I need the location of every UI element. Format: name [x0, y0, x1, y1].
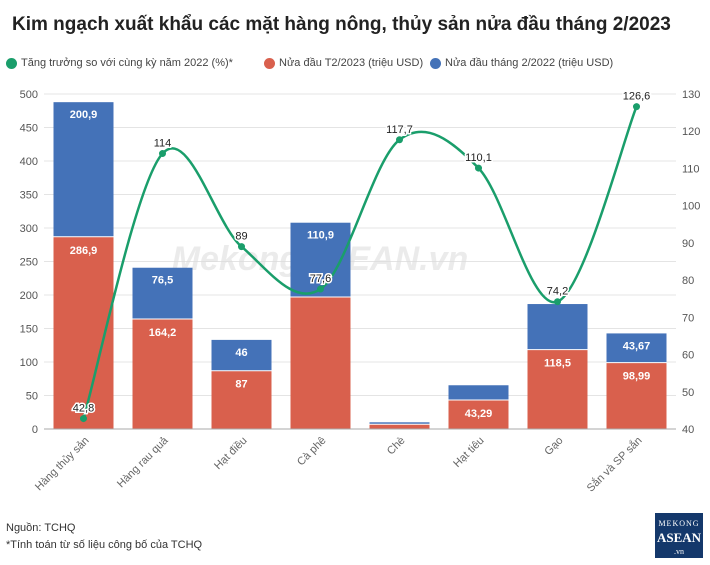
legend-item-2023[interactable]: Nửa đầu T2/2023 (triệu USD)	[264, 57, 423, 69]
growth-point	[80, 415, 87, 423]
bar-2023-value-label: 164,2	[149, 327, 177, 339]
y-right-tick-label: 60	[682, 350, 694, 362]
legend: Tăng trưởng so với cùng kỳ năm 2022 (%)*…	[6, 57, 706, 75]
bar-2022	[369, 422, 430, 425]
y-left-tick-label: 50	[26, 391, 38, 403]
bar-2023	[369, 424, 430, 429]
legend-label-growth: Tăng trưởng so với cùng kỳ năm 2022 (%)*	[21, 57, 233, 69]
y-right-tick-label: 40	[682, 424, 694, 436]
chart-title: Kim ngạch xuất khẩu các mặt hàng nông, t…	[12, 14, 671, 35]
y-right-tick-label: 100	[682, 201, 700, 213]
growth-point	[238, 243, 245, 251]
legend-swatch-2023	[264, 57, 275, 69]
growth-point	[475, 164, 482, 172]
y-left-tick-label: 200	[20, 290, 38, 302]
growth-value-label: 77,6	[310, 273, 331, 285]
y-right-tick-label: 90	[682, 238, 694, 250]
y-left-tick-label: 400	[20, 156, 38, 168]
logo-line-2: ASEAN	[656, 530, 702, 545]
legend-label-2023: Nửa đầu T2/2023 (triệu USD)	[279, 57, 424, 69]
growth-value-label: 42,8	[73, 403, 94, 415]
growth-value-label: 114	[154, 138, 172, 150]
growth-value-label: 117,7	[386, 124, 413, 136]
logo-line-3: .vn	[674, 547, 684, 556]
bar-2022	[211, 339, 272, 371]
x-tick-label: Chè	[385, 435, 408, 458]
growth-point	[633, 103, 640, 111]
y-right-tick-label: 130	[682, 89, 700, 101]
bar-2022	[606, 333, 667, 363]
bar-2022	[448, 385, 509, 400]
x-tick-label: Cà phê	[295, 435, 329, 469]
legend-item-growth[interactable]: Tăng trưởng so với cùng kỳ năm 2022 (%)*	[6, 57, 233, 69]
bar-2023-value-label: 118,5	[544, 358, 571, 370]
stacked-bar-line-chart: 0 50 100 150 200 250 300 350 400 450 500 40 50 60 70 80…	[20, 89, 701, 495]
y-left-tick-label: 300	[20, 223, 38, 235]
bar-2023-value-label: 87	[235, 379, 247, 391]
bar-2023	[290, 297, 351, 429]
growth-point	[317, 285, 324, 293]
bar-2022-value-label: 43,67	[623, 340, 651, 352]
x-tick-label: Gạo	[542, 435, 565, 458]
x-tick-label: Hàng thủy sản	[33, 435, 92, 494]
bar-2023	[448, 399, 509, 429]
y-left-tick-label: 100	[20, 357, 38, 369]
logo-line-1: MEKONG	[658, 519, 700, 528]
y-left-tick-label: 150	[20, 324, 38, 336]
bar-2022-value-label: 110,9	[307, 230, 334, 242]
x-tick-label: Hạt điều	[212, 435, 249, 472]
bar-2022	[132, 267, 193, 319]
bar-2023	[606, 362, 667, 429]
bar-2022-value-label: 76,5	[152, 275, 173, 287]
bar-2023	[53, 236, 114, 429]
bar-2023-value-label: 286,9	[70, 245, 98, 257]
mekong-asean-logo: MEKONG ASEAN .vn	[655, 513, 703, 558]
y-left-tick-label: 350	[20, 190, 38, 202]
legend-label-2022: Nửa đầu tháng 2/2022 (triệu USD)	[445, 57, 614, 69]
y-right-tick-label: 70	[682, 312, 694, 324]
y-left-tick-label: 500	[20, 89, 38, 101]
legend-swatch-2022	[430, 57, 441, 69]
y-right-tick-label: 50	[682, 387, 694, 399]
y-right-tick-label: 120	[682, 126, 700, 138]
y-left-tick-label: 0	[32, 424, 38, 436]
bar-2022-value-label: 46	[235, 347, 247, 359]
bar-2022	[53, 102, 114, 237]
growth-point	[396, 136, 403, 144]
bar-2023-value-label: 43,29	[465, 408, 493, 420]
growth-point	[554, 298, 561, 306]
x-tick-label: Sắn và SP sắn	[584, 434, 645, 495]
footnote-text: *Tính toán từ số liệu công bố của TCHQ	[6, 539, 203, 551]
bar-2023	[132, 318, 193, 429]
growth-point	[159, 150, 166, 158]
growth-value-label: 110,1	[465, 152, 492, 164]
bar-2023	[211, 370, 272, 429]
x-tick-label: Hạt tiêu	[451, 435, 486, 470]
source-note: Nguồn: TCHQ *Tính toán từ số liệu công b…	[6, 520, 202, 554]
growth-value-label: 89	[235, 231, 247, 243]
source-text: Nguồn: TCHQ	[6, 522, 76, 534]
legend-swatch-growth	[6, 57, 17, 69]
bar-2023	[527, 349, 588, 429]
x-tick-label: Hàng rau quả	[115, 434, 171, 490]
bar-2022-value-label: 200,9	[70, 109, 98, 121]
growth-value-label: 126,6	[623, 91, 651, 103]
y-left-tick-label: 250	[20, 257, 38, 269]
bar-2023-value-label: 98,99	[623, 371, 651, 383]
y-right-tick-label: 80	[682, 275, 694, 287]
bar-2022	[527, 304, 588, 350]
growth-value-label: 74,2	[547, 286, 568, 298]
y-left-tick-label: 450	[20, 123, 38, 135]
y-right-tick-label: 110	[682, 163, 700, 175]
legend-item-2022[interactable]: Nửa đầu tháng 2/2022 (triệu USD)	[430, 57, 613, 69]
